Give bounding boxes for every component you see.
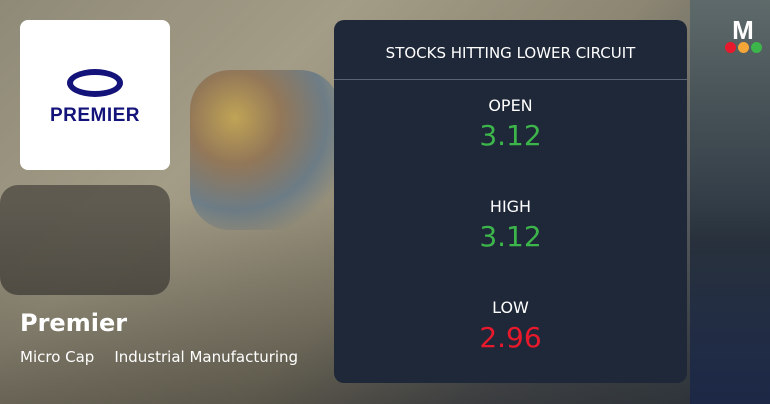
stat-label: LOW: [492, 298, 529, 317]
logo-text: PREMIER: [49, 105, 141, 126]
sector: Industrial Manufacturing: [114, 348, 299, 366]
brand-logo-letter: M: [732, 15, 754, 45]
stat-label: HIGH: [489, 197, 532, 216]
stat-low: LOW 2.96: [334, 282, 687, 383]
stat-value: 3.12: [479, 119, 542, 152]
stat-open: OPEN 3.12: [334, 80, 687, 181]
company-meta: Micro Cap Industrial Manufacturing: [20, 348, 298, 366]
background-chart-screen: [690, 0, 770, 404]
premier-logo-mark-icon: [67, 69, 123, 97]
price-panel: STOCKS HITTING LOWER CIRCUIT OPEN 3.12 H…: [334, 20, 687, 383]
background-candy-jar: [190, 70, 340, 230]
company-name: Premier: [20, 309, 128, 337]
background-phone: [0, 185, 170, 295]
red-dot-icon: [724, 42, 736, 53]
stat-value: 3.12: [479, 220, 542, 253]
stat-value: 2.96: [479, 321, 542, 354]
stat-label: OPEN: [488, 96, 533, 115]
market-cap: Micro Cap: [20, 348, 95, 366]
stat-high: HIGH 3.12: [334, 181, 687, 282]
company-logo: PREMIER: [20, 20, 170, 170]
panel-title: STOCKS HITTING LOWER CIRCUIT: [334, 20, 687, 80]
green-dot-icon: [750, 42, 762, 53]
brand-logo: M: [723, 15, 763, 53]
orange-dot-icon: [737, 42, 749, 53]
